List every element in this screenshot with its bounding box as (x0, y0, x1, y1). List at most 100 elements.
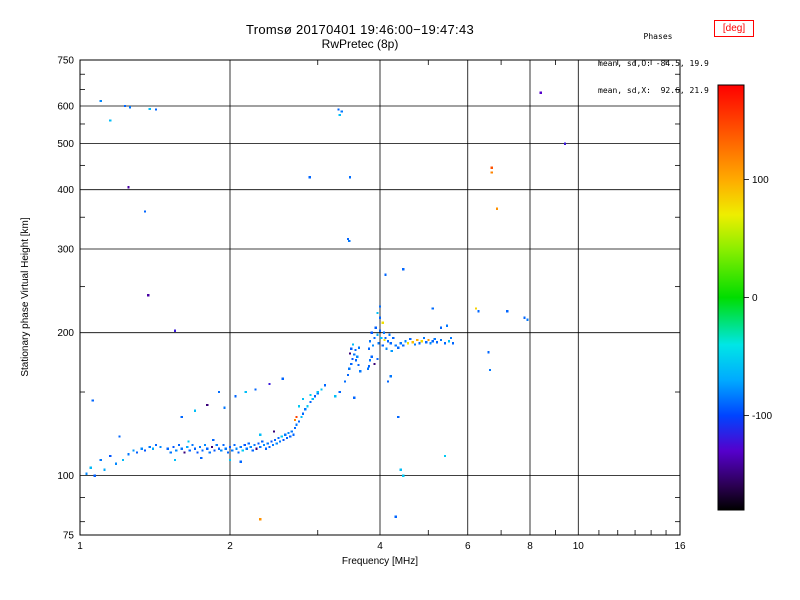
scatter-point (229, 458, 232, 461)
scatter-point (489, 368, 492, 372)
x-tick-label: 6 (465, 541, 471, 552)
scatter-point (239, 460, 242, 463)
scatter-point (127, 453, 130, 456)
scatter-point (201, 449, 204, 452)
scatter-point (280, 435, 283, 438)
scatter-point (186, 445, 189, 449)
scatter-point (279, 440, 282, 443)
scatter-point (320, 388, 323, 391)
scatter-point (397, 415, 400, 419)
scatter-point (379, 316, 382, 319)
scatter-point (300, 415, 303, 419)
scatter-point (427, 339, 430, 342)
scatter-point (295, 423, 298, 426)
scatter-point (217, 391, 221, 394)
scatter-point (397, 346, 400, 349)
scatter-point (447, 340, 451, 343)
scatter-point (354, 359, 358, 362)
scatter-point (389, 375, 392, 378)
scatter-point (231, 449, 234, 452)
scatter-point (350, 362, 353, 365)
scatter-point (173, 329, 177, 332)
plot-title: Tromsø 20170401 19:46:00−19:47:43 (245, 22, 475, 37)
scatter-point (311, 398, 314, 401)
scatter-point (367, 347, 371, 350)
scatter-point (273, 438, 276, 441)
scatter-point (429, 342, 432, 345)
scatter-point (245, 447, 248, 450)
scatter-point (213, 449, 216, 452)
scatter-point (306, 405, 309, 408)
scatter-point (282, 438, 285, 441)
scatter-point (496, 207, 499, 210)
scatter-point (384, 336, 387, 340)
scatter-point (353, 353, 356, 356)
scatter-point (474, 307, 478, 310)
scatter-point (295, 415, 298, 419)
scatter-point (166, 447, 169, 450)
scatter-point (229, 445, 232, 449)
scatter-point (373, 362, 376, 365)
scatter-point (477, 310, 480, 313)
scatter-point (490, 171, 493, 174)
scatter-point (151, 447, 155, 450)
scatter-point (338, 391, 341, 394)
phase-stats-x-mode: mean, sd,X: 92.6, 21.9 (598, 86, 709, 95)
scatter-point (254, 388, 257, 391)
scatter-point (234, 395, 237, 398)
scatter-point (293, 426, 297, 430)
scatter-point (264, 447, 268, 450)
scatter-point (270, 440, 273, 443)
scatter-point (180, 447, 183, 450)
scatter-point (127, 186, 130, 189)
phase-stats-o-mode: mean, sd,O: -84.5, 19.9 (598, 59, 709, 68)
scatter-point (109, 454, 112, 458)
scatter-point (259, 445, 262, 449)
scatter-point (357, 363, 360, 367)
scatter-point (203, 444, 206, 447)
scatter-point (370, 331, 373, 334)
scatter-point (222, 444, 225, 447)
scatter-point (180, 415, 183, 419)
scatter-point (132, 449, 135, 452)
plot-frame (79, 59, 681, 536)
scatter-point (383, 339, 386, 342)
colorbar-tick-label: 100 (752, 175, 769, 186)
y-axis-label: Stationary phase Virtual Height [km] (20, 217, 31, 377)
x-tick-label: 4 (377, 541, 383, 552)
scatter-point (381, 321, 384, 324)
scatter-point (346, 373, 350, 377)
scatter-point (435, 341, 438, 344)
scatter-point (272, 444, 275, 447)
colorbar-tick-label: -100 (752, 411, 772, 422)
scatter-point (285, 437, 288, 440)
scatter-point (373, 336, 376, 340)
scatter-point (374, 326, 377, 329)
scatter-point (91, 399, 94, 402)
scatter-point (309, 393, 312, 396)
scatter-point (451, 342, 455, 345)
scatter-point (193, 447, 197, 450)
scatter-point (356, 355, 359, 358)
x-tick-label: 2 (227, 541, 233, 552)
scatter-point (217, 447, 221, 450)
scatter-point (370, 355, 373, 358)
scatter-point (376, 358, 379, 361)
scatter-point (539, 91, 542, 94)
scatter-point (406, 342, 410, 345)
y-tick-label: 200 (57, 328, 74, 339)
scatter-point (247, 442, 250, 445)
scatter-point (433, 337, 436, 341)
scatter-point (259, 518, 262, 521)
scatter-point (523, 316, 526, 319)
scatter-point (129, 106, 132, 109)
scatter-point (409, 337, 412, 341)
scatter-point (257, 442, 260, 445)
scatter-point (262, 444, 266, 447)
scatter-point (382, 331, 385, 334)
scatter-point (196, 451, 199, 454)
scatter-point (380, 336, 383, 340)
colorbar-unit-label: [deg] (714, 20, 754, 37)
scatter-point (334, 395, 337, 398)
scatter-point (394, 515, 397, 518)
